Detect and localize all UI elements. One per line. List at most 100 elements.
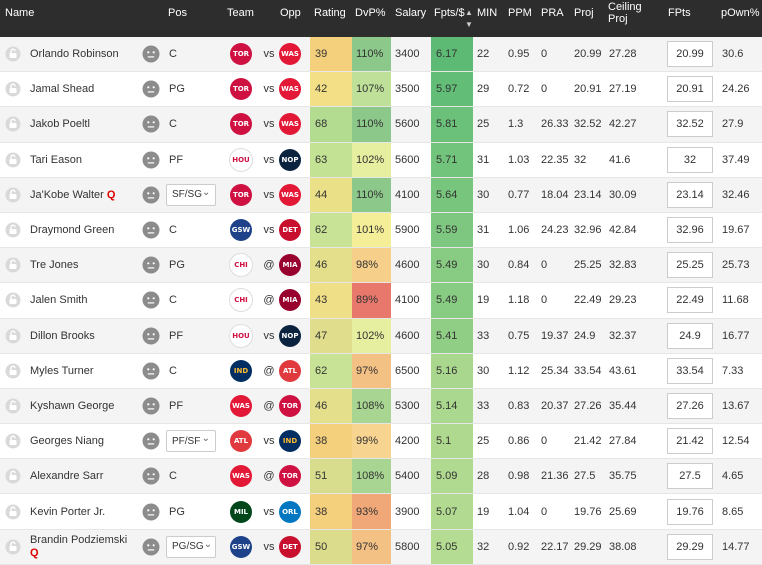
fpts-input[interactable]: 32 [667, 146, 713, 173]
player-name[interactable]: Kevin Porter Jr. [30, 505, 106, 518]
lock-icon[interactable] [5, 283, 21, 317]
player-name[interactable]: Ja'Kobe Walter [30, 188, 104, 201]
header-pra[interactable]: PRA [541, 7, 564, 19]
fpts-input[interactable]: 29.29 [667, 533, 713, 560]
player-name[interactable]: Draymond Green [30, 224, 115, 237]
player-name-cell[interactable]: Jakob Poeltl [30, 107, 90, 141]
fpts-input[interactable]: 20.99 [667, 41, 713, 68]
opponent-logo-icon: WAS [279, 183, 301, 206]
fpts-input[interactable]: 22.49 [667, 287, 713, 314]
player-name[interactable]: Brandin Podziemski [30, 533, 128, 546]
player-name-cell[interactable]: Myles Turner [30, 354, 94, 388]
lock-icon[interactable] [5, 213, 21, 247]
player-name-cell[interactable]: Kevin Porter Jr. [30, 494, 105, 528]
player-name-cell[interactable]: Dillon Brooks [30, 319, 95, 353]
lock-icon[interactable] [5, 107, 21, 141]
header-ceiling-line1[interactable]: Ceiling [608, 1, 642, 13]
position-select[interactable]: PG/SG ⌄ [166, 530, 216, 564]
player-name[interactable]: Kyshawn George [30, 399, 115, 412]
salary-cell: 5400 [395, 470, 420, 483]
player-name[interactable]: Alexandre Sarr [30, 470, 104, 483]
lock-icon[interactable] [5, 459, 21, 493]
player-name-cell[interactable]: Ja'Kobe Walter Q [30, 178, 115, 212]
header-dvp[interactable]: DvP% [355, 7, 386, 19]
header-min[interactable]: MIN [477, 7, 498, 19]
fpts-input[interactable]: 19.76 [667, 498, 713, 525]
player-name-cell[interactable]: Kyshawn George [30, 389, 114, 423]
fpts-input[interactable]: 32.52 [667, 111, 713, 138]
player-name[interactable]: Jamal Shead [30, 83, 95, 96]
player-name[interactable]: Orlando Robinson [30, 48, 119, 61]
player-name[interactable]: Myles Turner [30, 364, 94, 377]
player-name[interactable]: Tre Jones [30, 259, 79, 272]
lock-icon[interactable] [5, 178, 21, 212]
minutes-cell: 30 [477, 364, 490, 377]
player-name-cell[interactable]: Georges Niang [30, 424, 104, 458]
fpts-input[interactable]: 33.54 [667, 357, 713, 384]
home-away-indicator: vs [263, 540, 275, 553]
lock-icon[interactable] [5, 248, 21, 282]
player-name[interactable]: Dillon Brooks [30, 329, 95, 342]
header-pown[interactable]: pOwn% [721, 7, 760, 19]
header-fpts[interactable]: FPts [668, 7, 691, 19]
lock-icon[interactable] [5, 72, 21, 106]
player-name-cell[interactable]: Jalen Smith [30, 283, 87, 317]
position-select[interactable]: PF/SF ⌄ [166, 424, 216, 458]
fpts-input[interactable]: 25.25 [667, 252, 713, 279]
lock-icon[interactable] [5, 37, 21, 71]
header-fpts-per-dollar[interactable]: Fpts/$ [434, 7, 465, 19]
lock-icon[interactable] [5, 143, 21, 177]
player-name[interactable]: Tari Eason [30, 153, 82, 166]
dvp-cell: 97% [352, 529, 391, 564]
player-name[interactable]: Georges Niang [30, 435, 104, 448]
proj-cell: 33.54 [574, 364, 602, 377]
header-opp[interactable]: Opp [280, 7, 301, 19]
team-logo-icon: IND [230, 359, 252, 382]
player-name-cell[interactable]: Brandin Podziemski Q [30, 530, 127, 564]
ppm-cell: 1.06 [508, 224, 530, 237]
pra-cell: 0 [541, 83, 548, 96]
lock-icon[interactable] [5, 494, 21, 528]
sort-arrows-icon[interactable]: ▲︎ ▼︎ [465, 8, 473, 29]
fpts-input[interactable]: 27.26 [667, 392, 713, 419]
header-proj[interactable]: Proj [574, 7, 594, 19]
fpts-input[interactable]: 23.14 [667, 181, 713, 208]
header-team[interactable]: Team [227, 7, 254, 19]
fpts-input[interactable]: 24.9 [667, 322, 713, 349]
player-name-cell[interactable]: Draymond Green [30, 213, 114, 247]
rating-cell: 38 [310, 424, 352, 459]
fpts-input[interactable]: 20.91 [667, 76, 713, 103]
ppm-cell: 0.98 [508, 470, 530, 483]
player-name-cell[interactable]: Jamal Shead [30, 72, 94, 106]
proj-cell: 32.96 [574, 224, 602, 237]
proj-cell: 32.52 [574, 118, 602, 131]
header-ppm[interactable]: PPM [508, 7, 532, 19]
dvp-cell: 110% [352, 37, 391, 72]
lock-icon[interactable] [5, 354, 21, 388]
opponent-logo: WAS [278, 37, 302, 71]
player-name[interactable]: Jakob Poeltl [30, 118, 90, 131]
player-name-cell[interactable]: Tre Jones [30, 248, 79, 282]
pra-cell: 25.34 [541, 364, 569, 377]
fpts-input[interactable]: 21.42 [667, 428, 713, 455]
player-name-cell[interactable]: Tari Eason [30, 143, 82, 177]
lock-icon[interactable] [5, 530, 21, 564]
player-name-cell[interactable]: Orlando Robinson [30, 37, 119, 71]
opponent-logo: DET [278, 213, 302, 247]
header-rating[interactable]: Rating [314, 7, 346, 19]
header-salary[interactable]: Salary [395, 7, 427, 19]
header-name[interactable]: Name [5, 7, 35, 19]
player-name[interactable]: Jalen Smith [30, 294, 88, 307]
fpts-input[interactable]: 27.5 [667, 463, 713, 490]
player-name-cell[interactable]: Alexandre Sarr [30, 459, 103, 493]
lock-icon[interactable] [5, 319, 21, 353]
team-logo-icon: GSW [230, 535, 252, 558]
header-ceiling-line2[interactable]: Proj [608, 13, 628, 25]
header-pos[interactable]: Pos [168, 7, 187, 19]
team-logo: TOR [229, 72, 253, 106]
lock-icon[interactable] [5, 389, 21, 423]
rating-cell: 47 [310, 318, 352, 353]
lock-icon[interactable] [5, 424, 21, 458]
position-select[interactable]: SF/SG ⌄ [166, 178, 216, 212]
fpts-input[interactable]: 32.96 [667, 217, 713, 244]
